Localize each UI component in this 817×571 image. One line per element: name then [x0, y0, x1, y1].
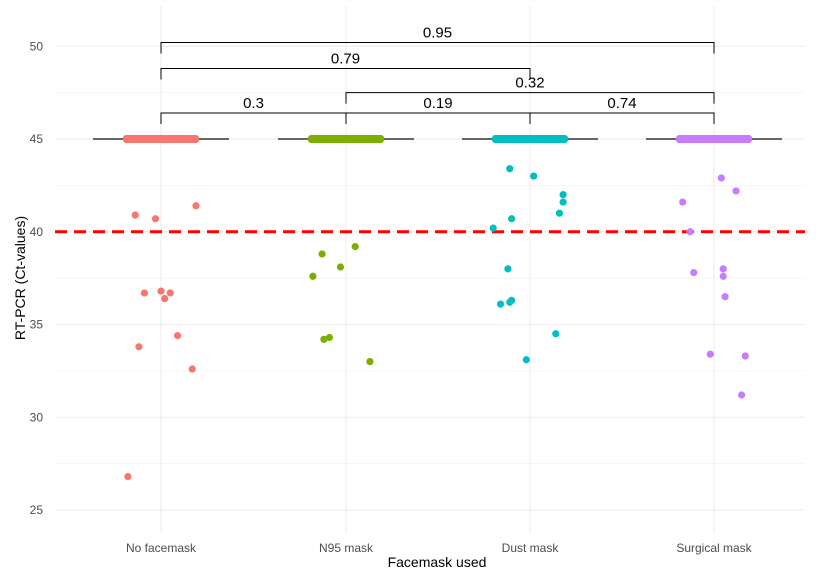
data-point — [320, 335, 328, 343]
data-point — [157, 287, 165, 295]
significance-bracket — [160, 112, 347, 125]
y-tick-label: 35 — [30, 318, 44, 332]
data-point — [706, 350, 714, 358]
data-point — [366, 358, 374, 366]
y-tick-label: 50 — [30, 39, 44, 53]
data-point — [522, 356, 530, 364]
data-point — [738, 391, 746, 399]
data-point — [508, 296, 516, 304]
data-point — [192, 202, 200, 210]
x-axis-title: Facemask used — [388, 554, 487, 570]
x-tick-label: N95 mask — [319, 541, 374, 555]
data-point — [496, 300, 505, 308]
significance-bracket — [160, 42, 715, 54]
x-tick-label: Surgical mask — [676, 541, 752, 555]
significance-bracket — [345, 92, 715, 104]
p-value-label: 0.32 — [515, 75, 544, 92]
data-point — [135, 343, 143, 351]
data-point — [161, 294, 169, 303]
data-point — [504, 265, 512, 273]
significance-bracket — [529, 112, 715, 125]
data-point — [151, 215, 160, 223]
data-point — [351, 242, 359, 251]
data-point — [690, 268, 698, 277]
x-tick-label: Dust mask — [502, 541, 560, 555]
y-tick-label: 45 — [30, 132, 44, 146]
data-point — [741, 352, 749, 360]
data-point — [309, 272, 317, 280]
data-point — [173, 332, 182, 340]
significance-bracket — [345, 112, 531, 125]
boxplots — [93, 135, 782, 143]
data-point — [552, 330, 560, 338]
data-point — [166, 289, 174, 297]
boxplot-box — [492, 135, 568, 143]
data-point — [124, 473, 132, 481]
y-axis-title: RT-PCR (Ct-values) — [12, 216, 28, 340]
data-point — [719, 272, 727, 280]
boxplot-box — [123, 135, 199, 143]
data-point — [686, 228, 694, 236]
x-tick-label: No facemask — [126, 541, 197, 555]
boxplot-box — [676, 135, 752, 143]
data-point — [188, 365, 196, 373]
data-point — [131, 211, 139, 219]
data-point — [318, 250, 326, 258]
data-point — [555, 209, 564, 217]
data-point — [719, 265, 727, 273]
data-point — [489, 224, 497, 232]
data-point — [508, 215, 516, 223]
grid-lines — [55, 0, 805, 533]
data-point — [530, 172, 538, 180]
boxplot-box — [308, 135, 384, 143]
p-value-label: 0.19 — [423, 95, 452, 112]
p-value-label: 0.95 — [423, 25, 452, 42]
data-point — [679, 198, 687, 206]
data-point — [559, 198, 567, 206]
y-tick-label: 25 — [30, 503, 44, 517]
p-value-label: 0.3 — [243, 95, 264, 112]
y-tick-label: 40 — [30, 225, 44, 239]
data-points — [124, 165, 749, 481]
data-point — [717, 174, 725, 182]
data-point — [336, 263, 345, 271]
p-value-label: 0.74 — [607, 95, 636, 112]
data-point — [721, 293, 729, 301]
data-point — [559, 191, 567, 199]
significance-bracket — [160, 68, 531, 80]
data-point — [732, 187, 740, 195]
p-value-label: 0.79 — [331, 51, 360, 68]
significance-brackets: 0.95 0.79 0.32 0.3 0.19 0.74 — [160, 25, 715, 125]
axis-ticks: 25 30 35 40 45 50 No facemask N95 mask Dust mask… — [30, 39, 753, 555]
data-point — [325, 333, 334, 342]
data-point — [506, 165, 514, 173]
data-point — [140, 289, 149, 297]
y-tick-label: 30 — [30, 410, 44, 424]
